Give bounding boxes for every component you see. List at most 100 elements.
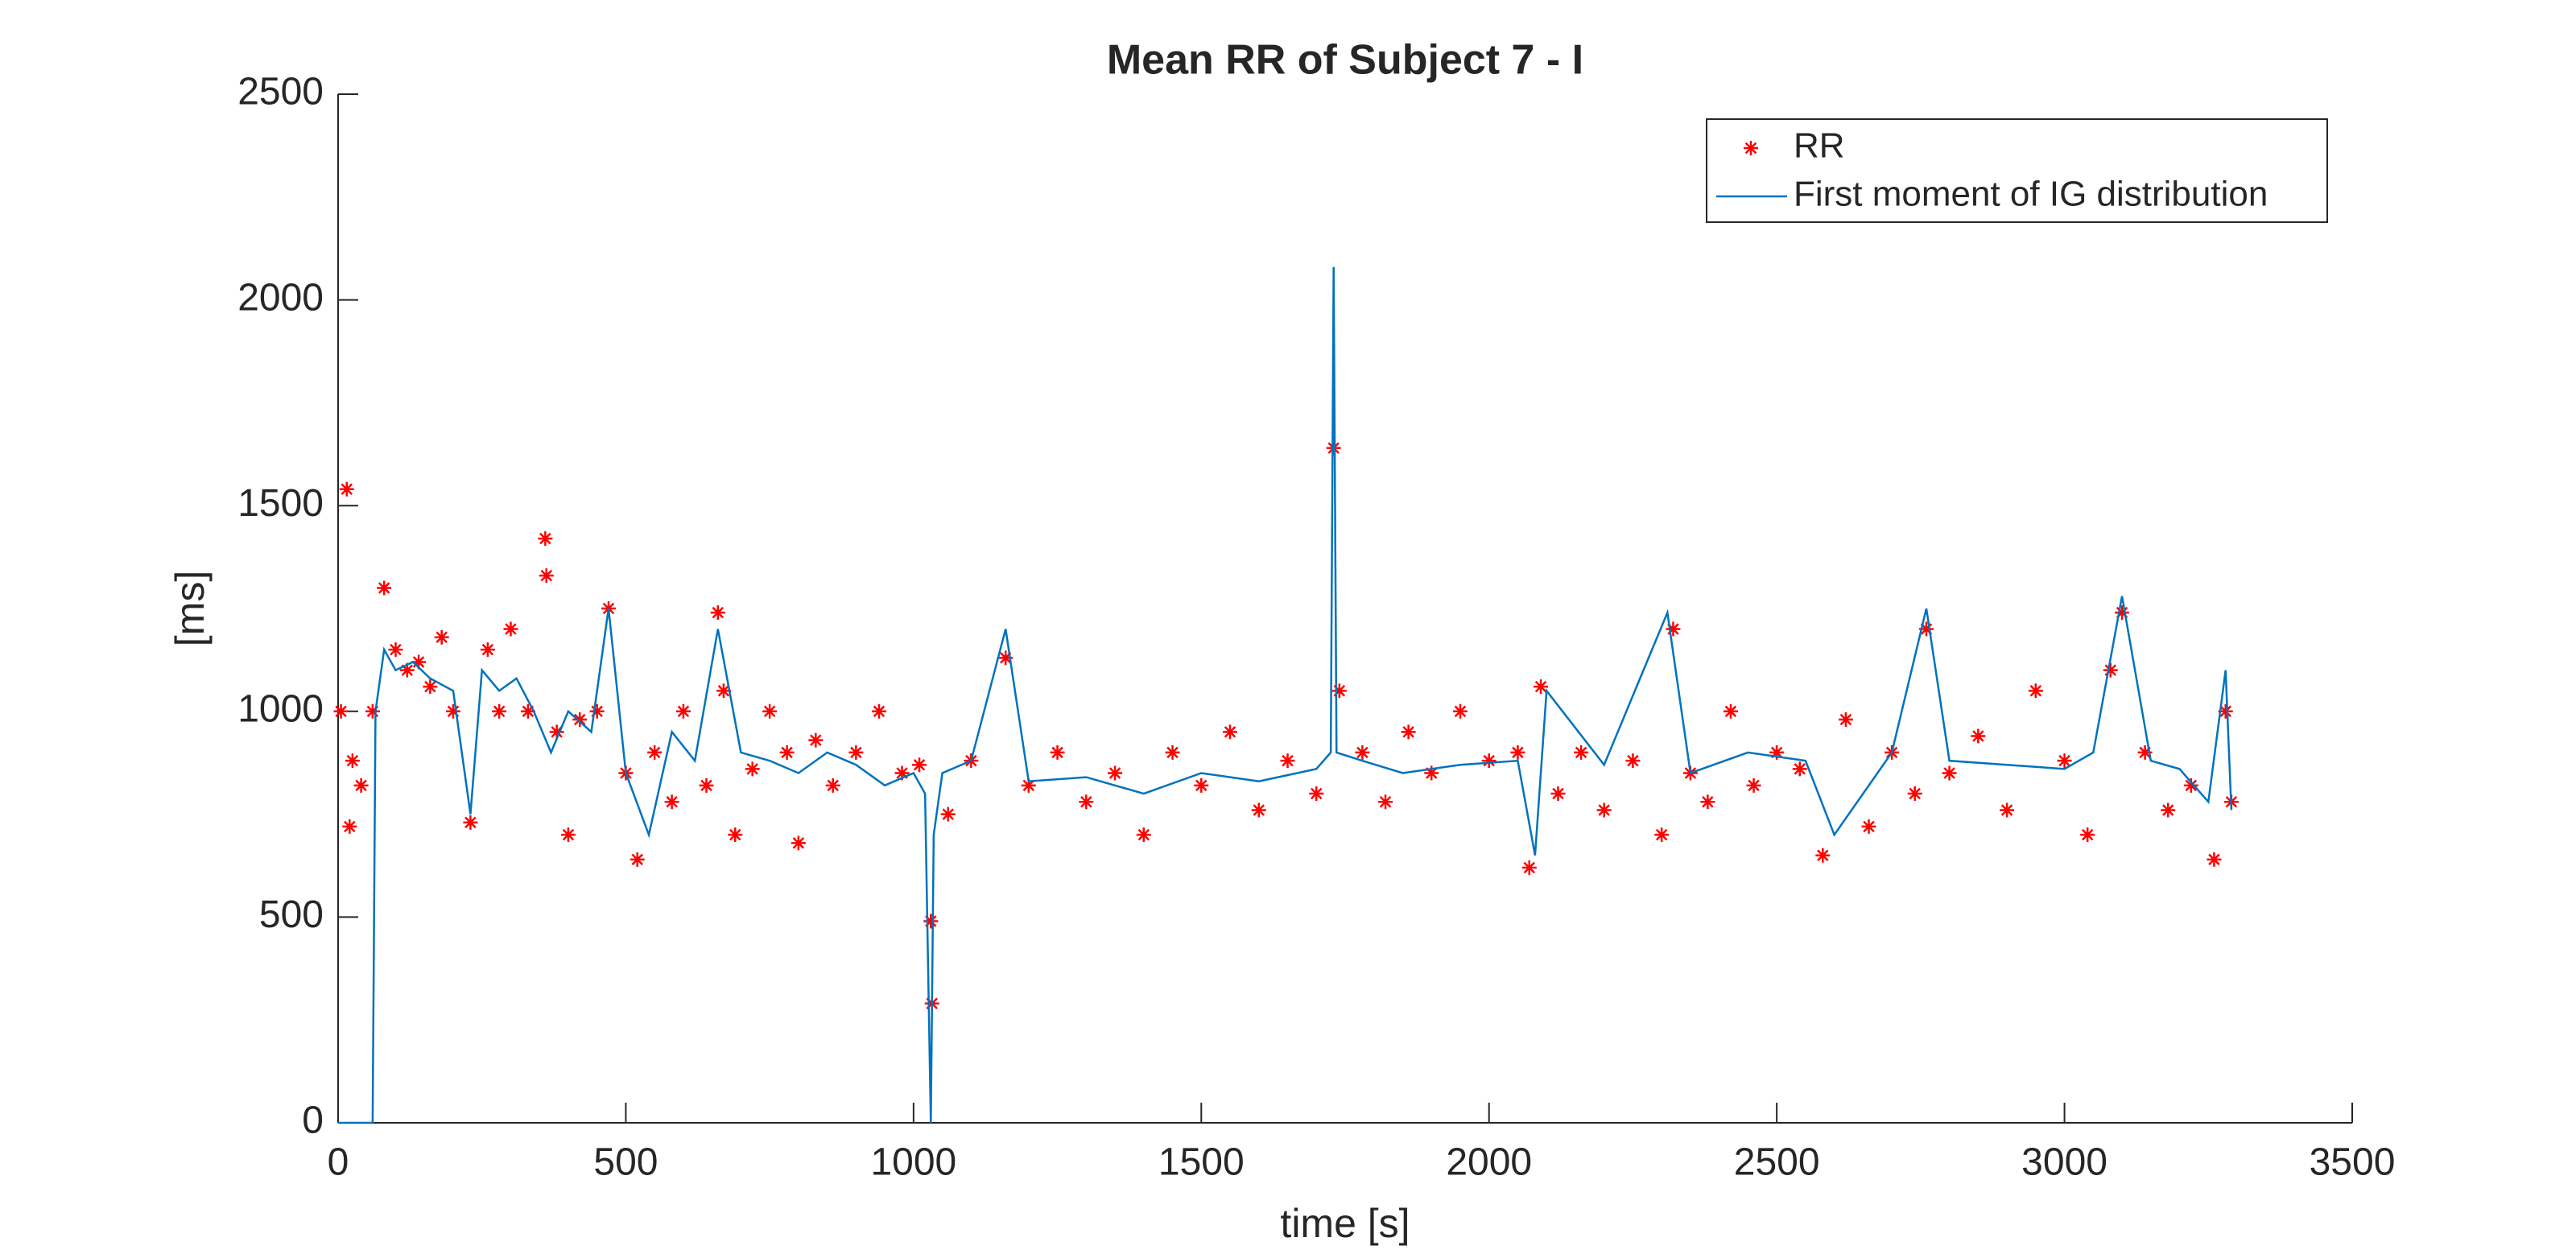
rr-marker bbox=[1309, 786, 1324, 802]
rr-marker bbox=[480, 642, 495, 658]
rr-marker bbox=[339, 481, 354, 497]
rr-marker bbox=[1861, 819, 1876, 834]
rr-marker bbox=[675, 703, 691, 719]
rr-marker bbox=[940, 806, 956, 822]
legend-box bbox=[1706, 118, 2328, 223]
rr-marker bbox=[353, 778, 369, 793]
rr-marker bbox=[560, 827, 576, 843]
rr-marker bbox=[848, 745, 864, 760]
rr-marker bbox=[825, 778, 840, 793]
rr-marker bbox=[1401, 724, 1416, 740]
rr-marker bbox=[333, 703, 349, 719]
rr-marker bbox=[2115, 605, 2130, 621]
rr-marker bbox=[2183, 778, 2198, 793]
rr-marker bbox=[377, 580, 392, 596]
rr-marker bbox=[1378, 794, 1393, 810]
rr-marker bbox=[664, 794, 679, 810]
rr-marker bbox=[1331, 683, 1347, 699]
rr-marker bbox=[2161, 802, 2176, 818]
x-tick-label: 3000 bbox=[2021, 1141, 2107, 1184]
rr-marker bbox=[912, 757, 927, 773]
rr-marker bbox=[1521, 860, 1537, 876]
rr-marker bbox=[1769, 745, 1785, 760]
rr-marker bbox=[1424, 765, 1439, 781]
rr-marker bbox=[2000, 802, 2015, 818]
y-tick-label: 1500 bbox=[237, 482, 324, 525]
rr-marker bbox=[1251, 802, 1266, 818]
rr-marker bbox=[549, 724, 564, 740]
rr-marker bbox=[894, 765, 910, 781]
rr-marker bbox=[411, 654, 427, 670]
rr-marker bbox=[791, 835, 806, 851]
rr-marker bbox=[1550, 786, 1566, 802]
legend-marker bbox=[1744, 141, 1758, 155]
rr-marker bbox=[1596, 802, 1612, 818]
rr-marker bbox=[399, 662, 415, 678]
rr-marker bbox=[1919, 621, 1934, 637]
rr-marker bbox=[2028, 683, 2043, 699]
rr-marker bbox=[589, 703, 605, 719]
rr-marker bbox=[434, 629, 449, 645]
rr-marker bbox=[342, 819, 357, 834]
rr-marker bbox=[745, 761, 760, 777]
rr-marker bbox=[1907, 786, 1922, 802]
y-tick-label: 2000 bbox=[237, 276, 324, 319]
rr-marker bbox=[423, 679, 438, 695]
x-tick-label: 1000 bbox=[870, 1141, 956, 1184]
rr-marker bbox=[1942, 765, 1957, 781]
rr-marker bbox=[630, 852, 645, 867]
mean-line bbox=[338, 266, 2233, 1124]
legend-label: First moment of IG distribution bbox=[1794, 175, 2268, 214]
rr-marker bbox=[1971, 728, 1986, 744]
rr-marker bbox=[923, 914, 939, 929]
rr-marker bbox=[1326, 440, 1341, 456]
rr-marker bbox=[1355, 745, 1370, 760]
y-tick-label: 500 bbox=[259, 893, 324, 936]
rr-marker bbox=[2137, 745, 2153, 760]
rr-marker bbox=[1079, 794, 1094, 810]
rr-marker bbox=[1136, 827, 1151, 843]
rr-marker bbox=[1194, 778, 1209, 793]
rr-marker bbox=[1021, 778, 1036, 793]
rr-marker bbox=[808, 732, 824, 748]
rr-marker bbox=[2218, 703, 2233, 719]
rr-marker bbox=[1723, 703, 1738, 719]
rr-marker bbox=[779, 745, 795, 760]
rr-marker bbox=[1700, 794, 1715, 810]
rr-marker bbox=[1625, 753, 1641, 769]
rr-marker bbox=[365, 703, 380, 719]
rr-marker bbox=[2057, 753, 2072, 769]
rr-marker bbox=[1838, 712, 1853, 728]
rr-marker bbox=[1510, 745, 1525, 760]
rr-marker bbox=[1574, 745, 1589, 760]
rr-marker bbox=[445, 703, 460, 719]
rr-marker bbox=[2080, 827, 2095, 843]
legend-label: RR bbox=[1794, 126, 1845, 166]
x-tick-label: 2500 bbox=[1734, 1141, 1820, 1184]
rr-marker bbox=[1792, 761, 1807, 777]
rr-marker bbox=[728, 827, 743, 843]
rr-marker bbox=[1654, 827, 1670, 843]
rr-marker bbox=[871, 703, 886, 719]
rr-marker bbox=[539, 568, 554, 584]
rr-marker bbox=[388, 642, 403, 658]
y-tick-label: 0 bbox=[302, 1099, 324, 1142]
rr-marker bbox=[538, 531, 553, 547]
rr-marker bbox=[1165, 745, 1180, 760]
rr-marker bbox=[1108, 765, 1123, 781]
rr-marker bbox=[1452, 703, 1468, 719]
chart-title: Mean RR of Subject 7 - I bbox=[1107, 37, 1583, 84]
rr-marker bbox=[699, 778, 714, 793]
rr-marker bbox=[762, 703, 778, 719]
rr-marker bbox=[345, 753, 360, 769]
rr-marker bbox=[2207, 852, 2222, 867]
rr-marker bbox=[503, 621, 518, 637]
x-tick-label: 500 bbox=[593, 1141, 658, 1184]
rr-marker bbox=[463, 815, 478, 830]
rr-marker bbox=[716, 683, 731, 699]
rr-marker bbox=[2103, 662, 2118, 678]
rr-marker bbox=[998, 650, 1013, 666]
rr-marker bbox=[1223, 724, 1238, 740]
